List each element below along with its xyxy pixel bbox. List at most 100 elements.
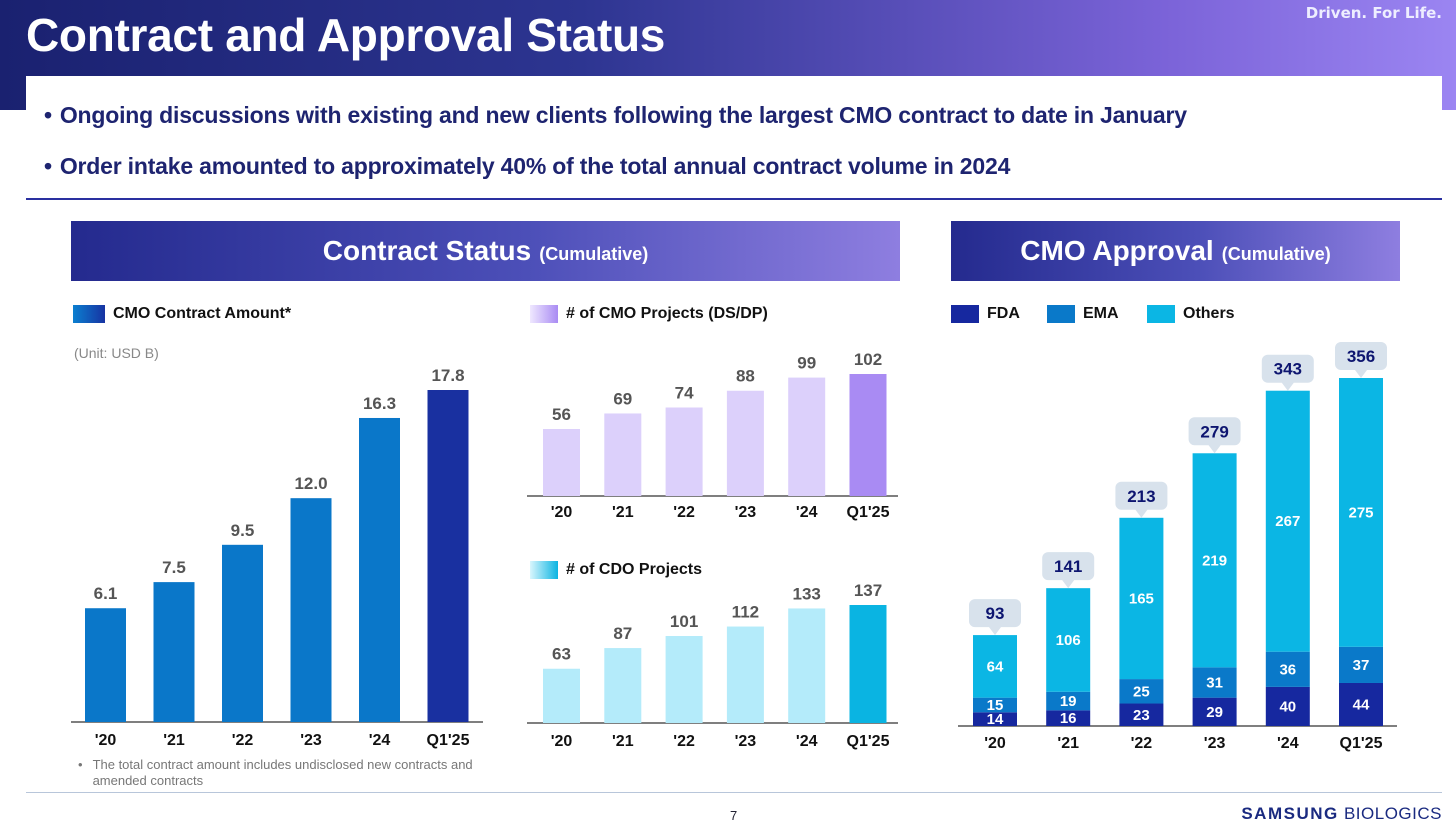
- bar-value-label: 6.1: [94, 584, 118, 603]
- bar: [359, 417, 400, 722]
- bar-value-label: 17.8: [431, 366, 464, 385]
- footer-divider: [26, 792, 1442, 793]
- segment-value-label: 106: [1056, 632, 1081, 649]
- bar: [222, 544, 263, 722]
- total-value-label: 141: [1054, 557, 1082, 576]
- bar: [849, 605, 887, 723]
- x-tick-label: Q1'25: [847, 504, 890, 521]
- x-tick-label: '20: [984, 735, 1006, 752]
- bar-value-label: 137: [854, 581, 882, 600]
- total-callout: [1115, 481, 1168, 518]
- brand-tagline: Driven. For Life.: [1305, 4, 1442, 22]
- bar: [788, 377, 826, 496]
- x-tick-label: '22: [673, 504, 695, 521]
- x-tick-label: '20: [551, 504, 573, 521]
- legend-cmo-projects: # of CMO Projects (DS/DP): [530, 305, 768, 323]
- bar: [665, 407, 703, 496]
- x-tick-label: '22: [1131, 735, 1153, 752]
- total-value-label: 213: [1127, 487, 1155, 506]
- bar-segment-others: [1119, 517, 1164, 680]
- bar: [665, 636, 703, 723]
- contract-status-banner: Contract Status (Cumulative): [71, 221, 900, 281]
- legend-fda: FDA: [951, 305, 1020, 323]
- bar-segment-ema: [1192, 667, 1237, 698]
- x-tick-label: '20: [95, 732, 117, 749]
- section-title: Contract Status: [322, 235, 532, 266]
- bar-value-label: 16.3: [363, 394, 396, 413]
- page-title: Contract and Approval Status: [26, 9, 666, 61]
- legend-swatch: [530, 561, 558, 579]
- bar: [726, 390, 764, 496]
- bar-value-label: 99: [797, 354, 816, 373]
- total-value-label: 93: [986, 604, 1005, 623]
- x-tick-label: Q1'25: [427, 732, 470, 749]
- legend-ema: EMA: [1047, 305, 1119, 323]
- bar-segment-fda: [1339, 682, 1383, 726]
- cmo-approval-banner: CMO Approval (Cumulative): [951, 221, 1400, 281]
- section-subtitle: (Cumulative): [1221, 243, 1331, 264]
- bar: [543, 429, 580, 496]
- x-tick-label: '21: [612, 733, 634, 750]
- bar-segment-ema: [1119, 679, 1164, 704]
- bar-value-label: 101: [670, 612, 698, 631]
- section-subtitle: (Cumulative): [539, 243, 649, 264]
- legend-label: CMO Contract Amount*: [113, 305, 292, 322]
- segment-value-label: 267: [1275, 513, 1300, 530]
- legend-label: # of CMO Projects (DS/DP): [566, 305, 768, 322]
- bar: [788, 608, 826, 723]
- bar-segment-others: [1265, 390, 1310, 652]
- bar: [604, 648, 642, 723]
- x-tick-label: '23: [735, 504, 757, 521]
- x-tick-label: '21: [1057, 735, 1079, 752]
- legend-swatch: [951, 305, 979, 323]
- legend-swatch: [1147, 305, 1175, 323]
- bar-segment-fda: [1119, 703, 1164, 726]
- bar-value-label: 12.0: [294, 474, 327, 493]
- total-value-label: 343: [1274, 360, 1302, 379]
- bar-segment-ema: [1046, 691, 1091, 711]
- x-tick-label: Q1'25: [1340, 735, 1383, 752]
- bar-value-label: 63: [552, 645, 571, 664]
- bar-value-label: 9.5: [231, 521, 255, 540]
- legend-contract-amount: CMO Contract Amount*: [73, 305, 291, 323]
- segment-value-label: 31: [1206, 675, 1223, 692]
- bar: [543, 668, 580, 723]
- segment-value-label: 23: [1133, 707, 1150, 724]
- bar-segment-ema: [1339, 646, 1383, 683]
- bar-value-label: 56: [552, 405, 571, 424]
- segment-value-label: 16: [1060, 710, 1077, 727]
- segment-value-label: 29: [1206, 704, 1223, 721]
- bar: [427, 390, 469, 722]
- bar-segment-others: [1339, 378, 1383, 647]
- bar-value-label: 88: [736, 367, 755, 386]
- legend-label: Others: [1183, 305, 1235, 322]
- legend-others: Others: [1147, 305, 1235, 323]
- bar: [726, 626, 764, 723]
- bar-value-label: 74: [675, 383, 694, 402]
- x-tick-label: '24: [796, 733, 818, 750]
- segment-value-label: 44: [1353, 696, 1370, 713]
- x-tick-label: Q1'25: [847, 733, 890, 750]
- bar-segment-fda: [973, 712, 1017, 726]
- bar: [85, 608, 126, 722]
- segment-value-label: 64: [987, 658, 1004, 675]
- bar: [849, 374, 887, 496]
- segment-value-label: 40: [1279, 698, 1296, 715]
- divider: [26, 198, 1442, 200]
- legend-swatch: [73, 305, 105, 323]
- footnote: • The total contract amount includes undi…: [78, 757, 493, 789]
- bar-value-label: 133: [793, 584, 821, 603]
- legend-label: EMA: [1083, 305, 1119, 322]
- section-title: CMO Approval: [1020, 235, 1214, 266]
- segment-value-label: 37: [1353, 657, 1370, 674]
- total-callout: [1335, 342, 1387, 378]
- x-tick-label: '21: [163, 732, 185, 749]
- legend-swatch: [530, 305, 558, 323]
- legend-cdo-projects: # of CDO Projects: [530, 561, 702, 579]
- x-tick-label: '21: [612, 504, 634, 521]
- total-value-label: 356: [1347, 347, 1375, 366]
- page-number: 7: [730, 808, 738, 821]
- legend-label: FDA: [987, 305, 1020, 322]
- bar-value-label: 69: [613, 389, 632, 408]
